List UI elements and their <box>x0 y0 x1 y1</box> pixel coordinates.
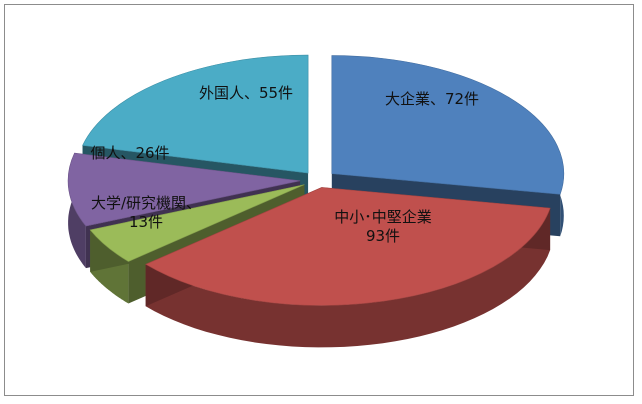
slice-3-label: 個人、26件 <box>90 144 169 162</box>
slice-1-label-line: 93件 <box>366 227 400 245</box>
slice-3-label-line: 個人、26件 <box>90 144 169 162</box>
slice-4-label: 外国人、55件 <box>199 84 293 102</box>
slice-0-label: 大企業、72件 <box>385 90 479 108</box>
slice-4-top <box>82 54 309 174</box>
slice-1-label-line: 中小･中堅企業 <box>334 208 432 226</box>
slice-4-label-line: 外国人、55件 <box>199 84 293 102</box>
slice-1-rim <box>145 208 551 348</box>
slice-1-label: 中小･中堅企業 93件 <box>334 208 432 245</box>
pie-tops <box>67 54 565 306</box>
slice-0-top <box>331 55 565 195</box>
slice-2-label-line: 13件 <box>129 213 163 231</box>
slice-3-top <box>67 152 301 227</box>
slice-2-label: 大学/研究機関、 13件 <box>91 194 201 231</box>
slice-2-label-line: 大学/研究機関、 <box>91 194 201 212</box>
slice-1-top <box>145 187 551 306</box>
slice-0-label-line: 大企業、72件 <box>385 90 479 108</box>
slice-2-top <box>89 184 305 262</box>
